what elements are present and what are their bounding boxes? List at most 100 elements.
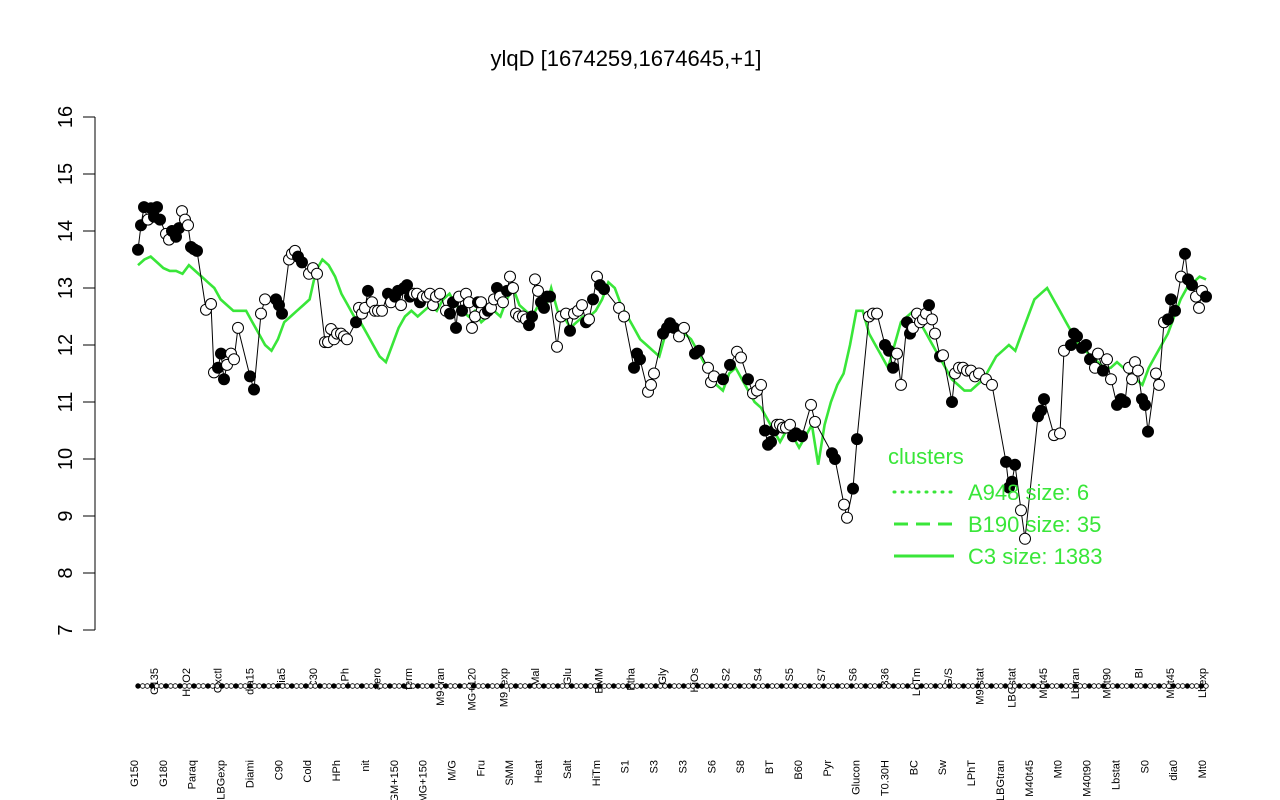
x-tick-marker: [760, 683, 766, 689]
data-point: [1101, 353, 1113, 366]
x-tick-marker: [951, 683, 957, 689]
x-tick-marker: [792, 683, 799, 689]
data-point: [576, 299, 588, 312]
x-tick-marker: [443, 683, 449, 689]
x-tick-marker: [1189, 683, 1195, 689]
data-point: [1065, 339, 1077, 351]
series-c3-line: [137, 255, 1207, 465]
x-tick-marker: [746, 683, 752, 689]
x-tick-marker: [788, 683, 794, 689]
x-tick-marker: [802, 683, 808, 689]
x-tick-marker: [1147, 683, 1153, 689]
x-tick-marker: [345, 683, 351, 689]
data-point: [564, 324, 576, 337]
x-tick-marker: [704, 683, 710, 689]
x-tick-label: BT: [764, 760, 776, 774]
x-tick-marker: [1072, 683, 1079, 689]
x-tick-marker: [592, 683, 598, 689]
y-tick-label: 16: [55, 106, 77, 128]
data-point: [341, 333, 353, 346]
x-tick-marker: [676, 683, 682, 689]
data-point: [395, 299, 407, 312]
x-tick-label: Fru: [475, 760, 487, 777]
x-tick-marker: [326, 683, 332, 689]
data-point: [1162, 313, 1174, 326]
data-point: [796, 430, 808, 443]
x-tick-marker: [988, 683, 995, 689]
data-point: [851, 433, 863, 446]
x-tick-marker: [1142, 683, 1149, 689]
x-tick-marker: [638, 683, 645, 689]
x-tick-label: HPh: [331, 760, 343, 781]
data-point: [154, 213, 166, 226]
x-tick-label: M/G: [447, 760, 459, 781]
x-tick-marker: [429, 683, 435, 689]
x-tick-marker: [811, 683, 817, 689]
data-point: [191, 244, 203, 257]
x-tick-marker: [452, 683, 458, 689]
x-tick-label: Glucon: [851, 760, 863, 795]
x-tick-label: S3: [649, 760, 661, 773]
data-point: [1009, 458, 1021, 471]
data-point: [1142, 425, 1154, 438]
x-tick-label: LoTm: [911, 668, 923, 696]
x-tick-marker: [172, 683, 179, 689]
x-tick-marker: [708, 683, 715, 689]
x-tick-label: BI: [1133, 668, 1145, 678]
data-point: [1092, 347, 1104, 360]
x-tick-marker: [620, 683, 626, 689]
x-tick-marker: [909, 683, 915, 689]
data-point: [350, 316, 362, 329]
x-tick-marker: [522, 683, 528, 689]
x-tick-marker: [405, 683, 412, 689]
data-point: [544, 290, 556, 303]
x-tick-marker: [354, 683, 360, 689]
x-tick-marker: [876, 683, 883, 689]
x-tick-marker: [634, 683, 640, 689]
data-point: [475, 296, 487, 309]
data-point: [1054, 427, 1066, 440]
x-tick-marker: [900, 683, 906, 689]
legend-label-c3: C3 size: 1383: [968, 544, 1103, 569]
data-point: [871, 307, 883, 320]
data-point: [228, 353, 240, 366]
x-tick-label: S6: [848, 668, 860, 681]
x-tick-marker: [177, 683, 183, 689]
x-tick-marker: [1077, 683, 1083, 689]
x-tick-label: HiTm: [591, 760, 603, 786]
data-point: [469, 310, 481, 323]
y-tick-label: 14: [55, 220, 77, 242]
x-tick-label: S4: [752, 668, 764, 681]
x-tick-marker: [1105, 683, 1111, 689]
x-tick-marker: [1035, 683, 1041, 689]
x-tick-marker: [298, 683, 304, 689]
data-point: [618, 310, 630, 323]
x-tick-marker: [956, 683, 962, 689]
series-lines: [137, 255, 1207, 465]
x-tick-label: HiOs: [689, 668, 701, 693]
x-tick-marker: [774, 683, 780, 689]
data-point: [1035, 404, 1047, 417]
y-tick-label: 8: [55, 567, 77, 578]
data-point: [583, 313, 595, 326]
x-tick-label: S8: [735, 760, 747, 773]
x-tick-marker: [550, 683, 556, 689]
x-tick-marker: [648, 683, 654, 689]
x-tick-label: Pyr: [822, 760, 834, 777]
x-tick-marker: [573, 683, 580, 689]
x-tick-marker: [167, 683, 174, 689]
data-point: [755, 378, 767, 391]
x-tick-label: Lbstat: [1110, 760, 1122, 790]
x-tick-marker: [937, 683, 943, 689]
y-tick-label: 9: [55, 510, 77, 521]
data-point: [809, 415, 821, 428]
data-point: [765, 435, 777, 448]
data-point: [634, 353, 646, 366]
x-tick-label: LBGtran: [995, 760, 1007, 800]
x-tick-marker: [303, 683, 309, 689]
data-point: [1080, 339, 1092, 351]
x-tick-label: Diami: [244, 760, 256, 788]
x-tick-marker: [755, 683, 761, 689]
data-point: [1105, 373, 1117, 386]
x-tick-marker: [1100, 683, 1107, 689]
